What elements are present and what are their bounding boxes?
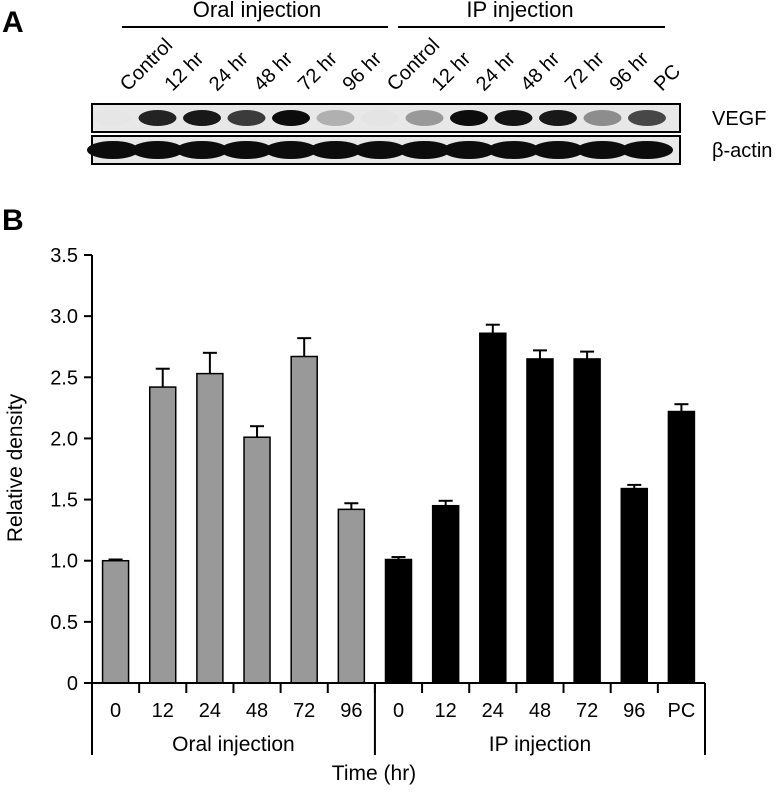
x-axis-label: Time (hr) <box>332 762 416 785</box>
blot-band <box>220 141 273 159</box>
x-tick-label: 12 <box>152 700 174 722</box>
x-tick-label: 72 <box>576 700 598 722</box>
y-tick-label: 1.5 <box>50 490 78 512</box>
blot-band <box>309 141 362 159</box>
blot-band <box>621 141 673 159</box>
x-tick-label: 12 <box>435 700 457 722</box>
blot-band <box>628 110 666 126</box>
y-tick-label: 3.0 <box>50 306 78 328</box>
blot-band <box>576 141 629 159</box>
blot-band <box>487 141 540 159</box>
bar <box>337 508 366 684</box>
y-tick-label: 2.5 <box>50 367 78 389</box>
x-tick-label: 0 <box>393 700 404 722</box>
bar <box>526 358 554 684</box>
blot-label: VEGF <box>712 108 766 130</box>
x-tick-label: 24 <box>482 700 504 722</box>
blots: VEGF β-actin <box>87 103 772 165</box>
lane-label: 72 hr <box>561 48 609 96</box>
x-axis: 0 12 24 48 72 96 0 12 24 48 72 96 PC Oral injection IP… <box>91 682 706 756</box>
blot-strip: β-actin <box>87 135 772 165</box>
panel-a-western-blot: A Oral injection IP injection Control12 … <box>2 0 772 165</box>
x-tick-label: 0 <box>110 700 121 722</box>
blot-band <box>227 110 266 126</box>
lane-label: 48 hr <box>249 48 297 96</box>
panel-a-label: A <box>2 6 24 39</box>
blot-band <box>583 110 622 126</box>
blot-band <box>405 110 444 126</box>
blot-band <box>532 141 584 159</box>
y-tick-label: 0.5 <box>50 612 78 634</box>
blot-band <box>183 110 221 126</box>
blot-band <box>450 110 488 126</box>
blot-band <box>176 141 228 159</box>
bar <box>573 358 601 684</box>
x-tick-label: 72 <box>293 700 315 722</box>
blot-band <box>443 141 495 159</box>
blot-band <box>398 141 451 159</box>
lane-label: 24 hr <box>205 48 253 96</box>
blot-band <box>354 141 406 159</box>
blot-strip: VEGF <box>91 103 766 133</box>
panel-b-label: B <box>2 204 24 237</box>
bar <box>620 487 649 684</box>
blot-band <box>272 110 310 126</box>
blot-band <box>494 110 533 126</box>
blot-band <box>361 110 399 126</box>
x-tick-label: 48 <box>246 700 268 722</box>
ip-injection-header: IP injection <box>466 0 573 22</box>
lane-label: 72 hr <box>294 48 342 96</box>
blot-band <box>265 141 317 159</box>
lane-label: PC <box>650 60 685 95</box>
lane-label: 96 hr <box>605 48 653 96</box>
y-tick-label: 1.0 <box>50 551 78 573</box>
bar <box>479 332 507 684</box>
bar <box>431 504 460 684</box>
x-tick-label: 24 <box>199 700 221 722</box>
bar <box>290 355 318 684</box>
x-tick-label: 96 <box>340 700 362 722</box>
x-group-label: Oral injection <box>172 733 295 756</box>
bar <box>243 436 271 684</box>
bar <box>667 410 696 684</box>
lane-label: 96 hr <box>338 48 386 96</box>
y-tick-label: 0 <box>67 673 78 695</box>
y-tick-label: 3.5 <box>50 245 78 267</box>
y-axis: 0 0.5 1.0 1.5 2.0 2.5 3.0 3.5 <box>50 245 93 695</box>
blot-band <box>131 141 184 159</box>
oral-injection-header: Oral injection <box>193 0 321 22</box>
bar <box>384 558 413 684</box>
lane-label: 48 hr <box>516 48 564 96</box>
y-axis-label: Relative density <box>4 393 27 542</box>
blot-band <box>87 141 139 159</box>
bar <box>148 386 177 684</box>
bar <box>101 559 130 684</box>
lane-label: 24 hr <box>472 48 520 96</box>
panel-b-bar-chart: B Relative density Time (hr) 0 0.5 1.0 1.5 2… <box>2 204 706 785</box>
x-tick-label: 48 <box>529 700 551 722</box>
blot-band <box>316 110 355 126</box>
bar <box>196 372 224 684</box>
x-group-label: IP injection <box>489 733 591 756</box>
blot-band <box>539 110 577 126</box>
blot-band <box>94 110 132 126</box>
blot-label: β-actin <box>712 140 772 162</box>
bars <box>101 323 696 684</box>
x-tick-label: 96 <box>623 700 645 722</box>
x-tick-label: PC <box>668 700 696 722</box>
y-tick-label: 2.0 <box>50 428 78 450</box>
group-headers: Oral injection IP injection <box>122 0 665 28</box>
blot-band <box>138 110 177 126</box>
